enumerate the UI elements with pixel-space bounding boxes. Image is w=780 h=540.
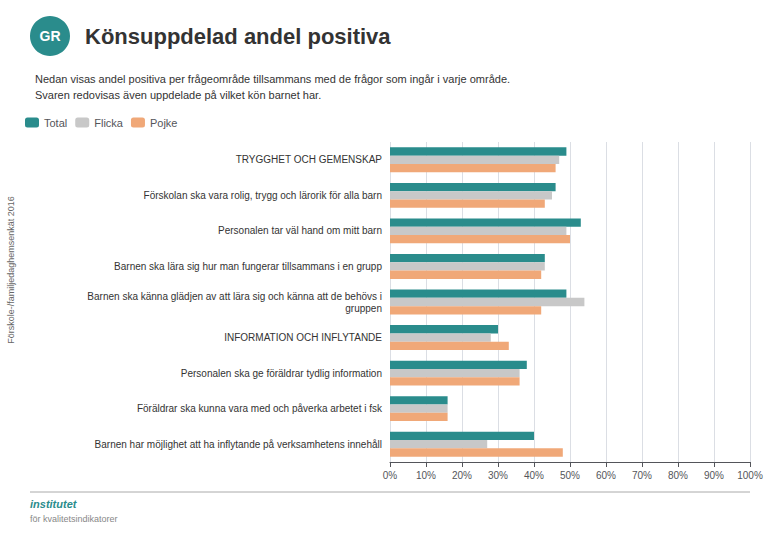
svg-text:Personalen ska ge föräldrar ty: Personalen ska ge föräldrar tydlig infor… — [181, 368, 382, 379]
svg-text:Pojke: Pojke — [150, 117, 178, 129]
svg-text:Total: Total — [44, 117, 67, 129]
svg-text:60%: 60% — [596, 470, 616, 481]
svg-text:gruppen: gruppen — [345, 303, 382, 314]
svg-text:80%: 80% — [668, 470, 688, 481]
svg-text:Förskolan ska vara rolig, tryg: Förskolan ska vara rolig, trygg och läro… — [144, 190, 382, 201]
svg-text:Barnen har möjlighet att ha in: Barnen har möjlighet att ha inflytande p… — [95, 439, 382, 450]
svg-text:70%: 70% — [632, 470, 652, 481]
svg-text:Nedan visas andel positiva per: Nedan visas andel positiva per frågeområ… — [35, 73, 510, 85]
svg-text:100%: 100% — [737, 470, 763, 481]
svg-text:Svaren redovisas även uppdelad: Svaren redovisas även uppdelade på vilke… — [35, 89, 321, 101]
svg-text:GR: GR — [40, 28, 61, 44]
svg-text:40%: 40% — [524, 470, 544, 481]
svg-text:Barnen ska lära sig hur man fu: Barnen ska lära sig hur man fungerar til… — [114, 261, 382, 272]
svg-text:0%: 0% — [383, 470, 398, 481]
svg-text:Personalen tar väl hand om mit: Personalen tar väl hand om mitt barn — [218, 225, 382, 236]
svg-text:30%: 30% — [488, 470, 508, 481]
svg-text:90%: 90% — [704, 470, 724, 481]
svg-text:Förskole-/familjedaghemsenkät: Förskole-/familjedaghemsenkät 2016 — [6, 196, 16, 344]
svg-text:20%: 20% — [452, 470, 472, 481]
svg-text:INFORMATION OCH INFLYTANDE: INFORMATION OCH INFLYTANDE — [224, 332, 382, 343]
svg-text:50%: 50% — [560, 470, 580, 481]
svg-text:Flicka: Flicka — [94, 117, 124, 129]
svg-text:för kvalitetsindikatorer: för kvalitetsindikatorer — [30, 514, 118, 524]
svg-text:Könsuppdelad andel positiva: Könsuppdelad andel positiva — [85, 24, 391, 49]
svg-text:institutet: institutet — [30, 498, 78, 510]
svg-text:Föräldrar ska kunna vara med o: Föräldrar ska kunna vara med och påverka… — [137, 403, 383, 414]
svg-text:10%: 10% — [416, 470, 436, 481]
svg-text:Barnen ska känna glädjen av at: Barnen ska känna glädjen av att lära sig… — [87, 291, 382, 302]
svg-text:TRYGGHET OCH GEMENSKAP: TRYGGHET OCH GEMENSKAP — [236, 154, 383, 165]
